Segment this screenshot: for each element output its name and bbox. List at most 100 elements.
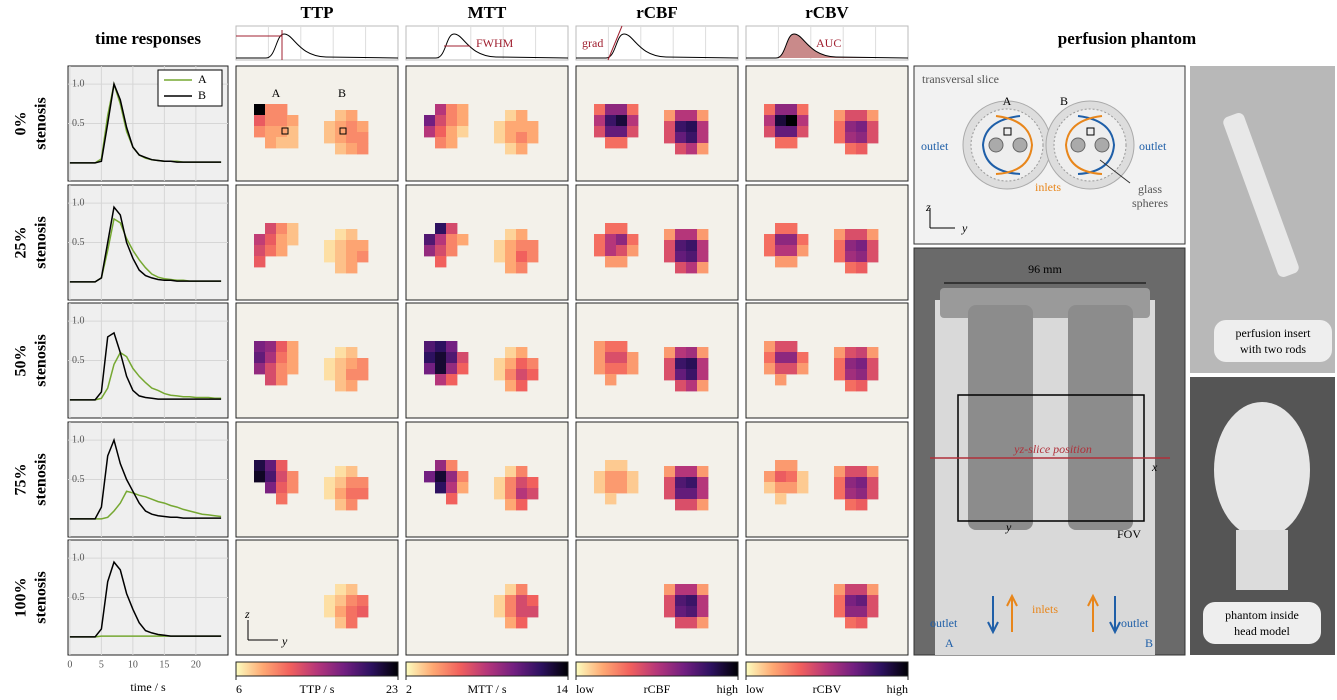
map-cell <box>845 251 857 263</box>
map-cell <box>335 121 347 133</box>
map-cell <box>357 369 369 381</box>
map-cell <box>675 488 687 500</box>
row-label: stenosis <box>33 97 50 149</box>
map-cell <box>834 488 846 500</box>
map-cell <box>527 477 539 489</box>
map-cell <box>357 477 369 489</box>
map-cell <box>686 466 698 478</box>
map-cell <box>664 229 676 241</box>
map-cell <box>527 606 539 618</box>
map-cell <box>764 104 776 116</box>
map-cell <box>834 240 846 252</box>
map-cell <box>276 104 288 116</box>
map-cell <box>516 595 528 607</box>
map-cell <box>446 234 458 246</box>
map-cell <box>856 110 868 122</box>
map-cell <box>505 251 517 263</box>
map-cell <box>686 240 698 252</box>
map-cell <box>527 369 539 381</box>
map-cell <box>324 240 336 252</box>
row-label: 100% <box>13 578 30 618</box>
map-cell <box>845 595 857 607</box>
map-cell <box>686 595 698 607</box>
map-cell <box>697 584 709 596</box>
colorbar <box>235 661 399 677</box>
map-cell <box>845 477 857 489</box>
map-cell <box>335 606 347 618</box>
neck <box>1236 530 1288 590</box>
colorbar-tick-label: 23 <box>386 682 398 696</box>
map-cell <box>845 110 857 122</box>
map-cell <box>527 132 539 144</box>
map-cell <box>867 477 879 489</box>
map-cell <box>446 482 458 494</box>
map-cell <box>856 595 868 607</box>
map-cell <box>346 584 358 596</box>
map-cell <box>494 488 506 500</box>
map-cell <box>527 488 539 500</box>
map-cell <box>276 352 288 364</box>
map-cell <box>527 595 539 607</box>
map-cell <box>446 471 458 483</box>
map-cell <box>335 380 347 392</box>
row-label: stenosis <box>33 571 50 623</box>
map-cell <box>494 606 506 618</box>
map-cell <box>527 251 539 263</box>
map-cell <box>357 121 369 133</box>
map-cell <box>424 115 436 127</box>
map-cell <box>516 229 528 241</box>
map-cell <box>357 251 369 263</box>
y-tick-label: 1.0 <box>72 315 85 326</box>
map-cell <box>435 115 447 127</box>
map-panel <box>405 539 569 656</box>
arrow <box>1087 593 1099 632</box>
map-cell <box>664 110 676 122</box>
row-label: 50% <box>13 345 30 377</box>
map-cell <box>697 358 709 370</box>
map-cell <box>494 358 506 370</box>
x-tick-label: 15 <box>159 659 169 670</box>
line <box>69 560 222 638</box>
map-cell <box>845 121 857 133</box>
map-cell <box>764 126 776 138</box>
map-cell <box>664 121 676 133</box>
map-cell <box>254 471 266 483</box>
map-cell <box>457 126 469 138</box>
map-cell <box>845 358 857 370</box>
map-cell <box>435 126 447 138</box>
mini-annotation: grad <box>582 36 603 50</box>
map-cell <box>845 262 857 274</box>
blob-label: B <box>338 86 346 100</box>
map-cell <box>335 143 347 155</box>
phantom-title: perfusion phantom <box>1058 29 1196 48</box>
map-cell <box>775 256 787 268</box>
map-cell <box>616 363 628 375</box>
map-cell <box>675 143 687 155</box>
map-cell <box>775 374 787 386</box>
map-cell <box>834 229 846 241</box>
y-tick-label: 0.5 <box>72 592 85 603</box>
map-cell <box>254 104 266 116</box>
map-cell <box>527 121 539 133</box>
map-cell <box>505 380 517 392</box>
map-cell <box>675 251 687 263</box>
map-cell <box>664 347 676 359</box>
map-cell <box>856 380 868 392</box>
map-cell <box>775 493 787 505</box>
map-cell <box>845 369 857 381</box>
map-cell <box>446 126 458 138</box>
map-cell <box>424 234 436 246</box>
map-cell <box>764 341 776 353</box>
map-cell <box>324 477 336 489</box>
map-cell <box>686 121 698 133</box>
map-cell <box>834 358 846 370</box>
map-cell <box>627 471 639 483</box>
map-cell <box>265 126 277 138</box>
map-cell <box>276 245 288 257</box>
map-cell <box>764 234 776 246</box>
map-cell <box>686 606 698 618</box>
map-cell <box>357 240 369 252</box>
mini-curve <box>576 33 739 59</box>
map-cell <box>505 110 517 122</box>
map-cell <box>675 347 687 359</box>
